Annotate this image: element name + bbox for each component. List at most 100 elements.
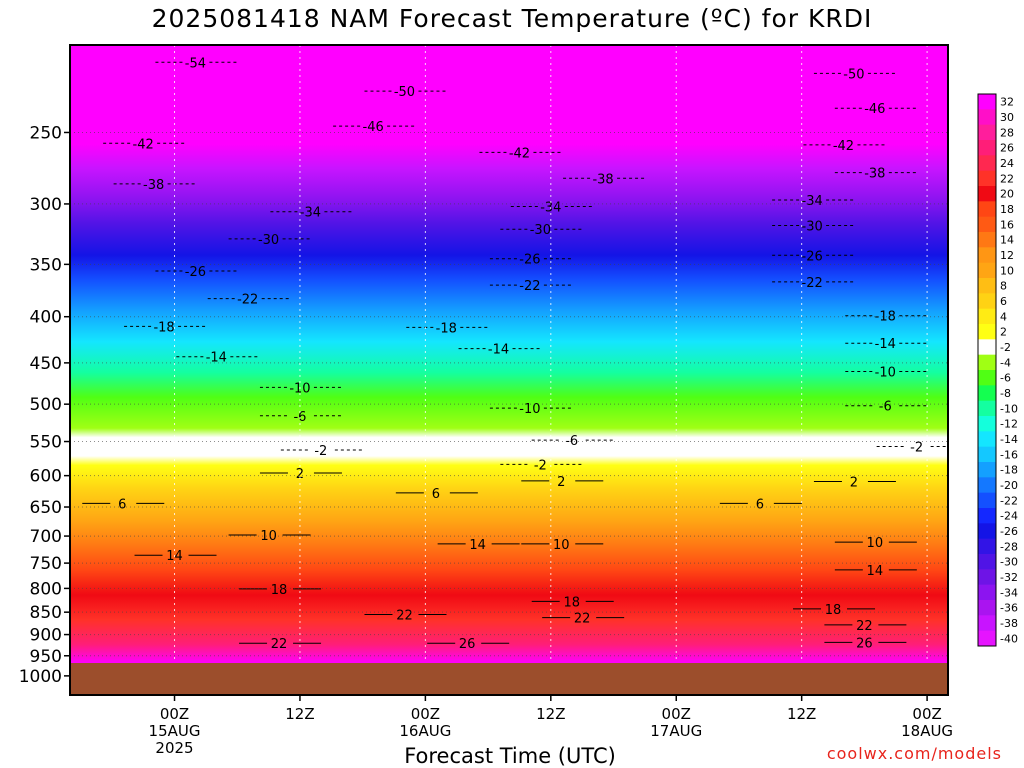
- colorbar-swatch: [978, 385, 996, 402]
- isotherm-label: -46: [363, 120, 384, 135]
- isotherm-label: -50: [394, 85, 415, 100]
- colorbar-label: -28: [1000, 540, 1018, 553]
- pressure-tick-label: 550: [30, 433, 62, 453]
- colorbar-label: 2: [1000, 326, 1007, 339]
- isotherm-label: -2: [910, 440, 923, 455]
- colorbar-swatch: [978, 262, 996, 279]
- colorbar-swatch: [978, 94, 996, 110]
- colorbar-label: -22: [1000, 494, 1018, 507]
- pressure-tick-label: 900: [30, 626, 62, 646]
- isotherm-label: 10: [553, 538, 570, 553]
- time-tick-label: 12Z: [536, 705, 565, 723]
- isotherm-label: 2: [296, 467, 304, 482]
- colorbar-swatch: [978, 600, 996, 616]
- colorbar-swatch: [978, 216, 996, 233]
- colorbar-swatch: [978, 339, 996, 356]
- colorbar-label: 10: [1000, 264, 1014, 277]
- isotherm-label: -14: [875, 337, 896, 352]
- colorbar-swatch: [978, 538, 996, 555]
- colorbar-swatch: [978, 523, 996, 540]
- colorbar-label: 28: [1000, 126, 1014, 139]
- colorbar-label: -34: [1000, 586, 1018, 599]
- colorbar-label: -12: [1000, 418, 1018, 431]
- colorbar-swatch: [978, 630, 996, 647]
- colorbar-label: -38: [1000, 617, 1018, 630]
- colorbar-swatch: [978, 354, 996, 371]
- colorbar-swatch: [978, 446, 996, 463]
- colorbar-label: 18: [1000, 203, 1014, 216]
- isotherm-label: 10: [260, 529, 277, 544]
- pressure-tick-label: 400: [30, 308, 62, 328]
- pressure-tick-label: 750: [30, 554, 62, 574]
- time-tick-label: 00Z: [912, 705, 941, 723]
- colorbar-swatch: [978, 186, 996, 202]
- colorbar-label: 4: [1000, 310, 1007, 323]
- isotherm-label: -54: [185, 56, 206, 71]
- colorbar-label: 14: [1000, 234, 1014, 247]
- pressure-tick-label: 500: [30, 395, 62, 415]
- time-tick-label: 18AUG: [901, 722, 953, 740]
- isotherm-label: 26: [459, 637, 476, 652]
- isotherm-label: 22: [271, 637, 288, 652]
- colorbar-label: -26: [1000, 525, 1018, 538]
- colorbar-swatch: [978, 278, 996, 294]
- pressure-tick-label: 650: [30, 498, 62, 518]
- isotherm-label: -22: [237, 293, 258, 308]
- colorbar-label: 16: [1000, 218, 1014, 231]
- colorbar-swatch: [978, 462, 996, 478]
- colorbar-swatch: [978, 416, 996, 432]
- colorbar-swatch: [978, 109, 996, 126]
- colorbar-swatch: [978, 308, 996, 325]
- isotherm-label: -14: [488, 343, 509, 358]
- colorbar-legend: 32 30 28 26 24 22 20 18 16 14 12 10 8 6 4 2 -2 -4 -6 -8 -10 -…: [977, 93, 1018, 647]
- source-credit: coolwx.com/models: [826, 744, 1002, 763]
- colorbar-swatch: [978, 324, 996, 340]
- colorbar-label: 32: [1000, 96, 1014, 109]
- isotherm-label: 6: [118, 497, 126, 512]
- colorbar-swatch: [978, 247, 996, 264]
- colorbar-swatch: [978, 569, 996, 586]
- colorbar-label: -2: [1000, 341, 1011, 354]
- colorbar-swatch: [978, 124, 996, 141]
- isotherm-label: -42: [509, 146, 530, 161]
- colorbar-label: -6: [1000, 372, 1011, 385]
- colorbar-label: -20: [1000, 479, 1018, 492]
- colorbar-label: -18: [1000, 464, 1018, 477]
- colorbar-label: -8: [1000, 387, 1011, 400]
- isotherm-label: 14: [469, 538, 486, 553]
- isotherm-label: -42: [133, 137, 154, 152]
- isotherm-label: -50: [843, 67, 864, 82]
- colorbar-swatch: [978, 554, 996, 570]
- colorbar-label: -32: [1000, 571, 1018, 584]
- time-tick-label: 00Z: [411, 705, 440, 723]
- pressure-tick-label: 250: [30, 123, 62, 143]
- isotherm-label: -10: [875, 365, 896, 380]
- time-tick-label: 00Z: [662, 705, 691, 723]
- chart-title: 2025081418 NAM Forecast Temperature (ºC)…: [151, 4, 873, 33]
- isotherm-label: -26: [519, 253, 540, 268]
- isotherm-label: -22: [802, 276, 823, 291]
- isotherm-label: -30: [258, 233, 279, 248]
- ground-below-surface: [70, 663, 948, 695]
- colorbar-label: 8: [1000, 280, 1007, 293]
- time-tick-label: 12Z: [787, 705, 816, 723]
- colorbar-swatch: [978, 155, 996, 172]
- colorbar-swatch: [978, 400, 996, 417]
- colorbar-label: 12: [1000, 249, 1014, 262]
- isotherm-label: 22: [856, 619, 873, 634]
- isotherm-label: 6: [756, 497, 764, 512]
- colorbar-label: -10: [1000, 402, 1018, 415]
- colorbar-label: -4: [1000, 356, 1011, 369]
- isotherm-label: -26: [185, 265, 206, 280]
- isotherm-label: -22: [519, 279, 540, 294]
- isotherm-label: -42: [833, 139, 854, 154]
- colorbar-label: -14: [1000, 433, 1018, 446]
- isotherm-label: 14: [867, 564, 884, 579]
- colorbar-label: 30: [1000, 111, 1014, 124]
- pressure-tick-label: 850: [30, 603, 62, 623]
- colorbar-label: 6: [1000, 295, 1007, 308]
- isotherm-label: -30: [802, 220, 823, 235]
- colorbar-swatch: [978, 232, 996, 248]
